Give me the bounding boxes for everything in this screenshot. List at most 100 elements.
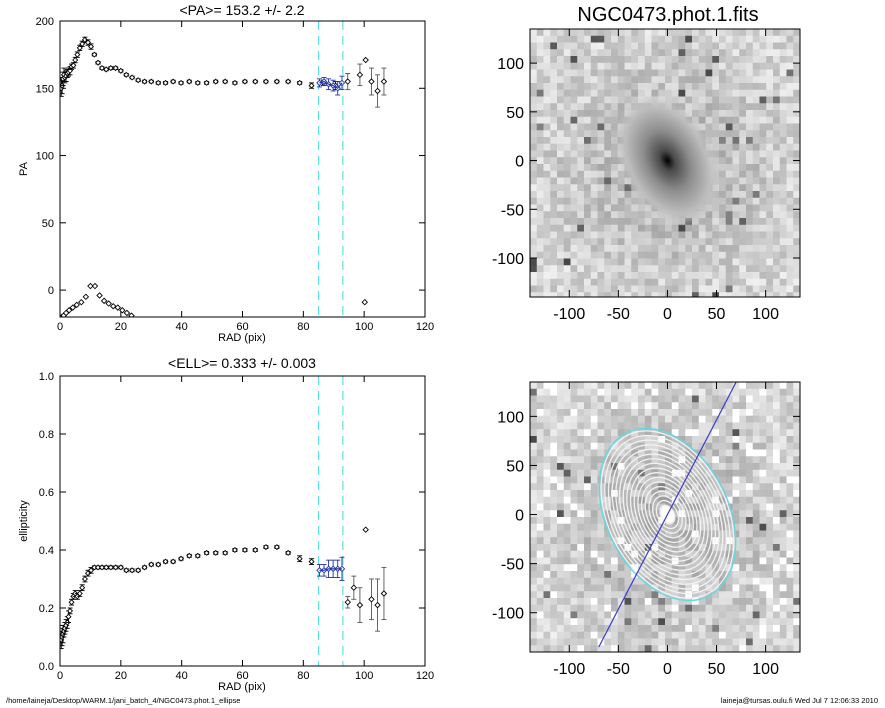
image-pixel — [530, 415, 538, 423]
image-pixel — [766, 157, 774, 165]
image-pixel — [611, 103, 619, 111]
image-pixel — [611, 116, 619, 124]
image-pixel — [793, 402, 800, 410]
image-pixel — [631, 598, 639, 606]
image-pixel — [624, 436, 632, 444]
image-pixel — [536, 382, 544, 390]
image-pixel — [624, 197, 632, 205]
image-pixel — [685, 285, 693, 293]
image-pixel — [563, 456, 571, 464]
data-point — [107, 564, 114, 571]
image-pixel — [678, 238, 686, 246]
image-pixel — [604, 89, 612, 97]
image-pixel — [563, 69, 571, 77]
image-pixel — [725, 137, 733, 145]
image-pixel — [651, 69, 659, 77]
image-pixel — [631, 83, 639, 91]
image-pixel — [543, 285, 551, 293]
image-pixel — [671, 76, 679, 84]
image-pixel — [590, 251, 598, 259]
image-pixel — [712, 625, 720, 633]
image-pixel — [732, 35, 740, 43]
image-pixel — [530, 35, 538, 43]
image-pixel — [786, 598, 794, 606]
image-pixel — [712, 517, 720, 525]
data-point — [96, 292, 103, 299]
image-pixel — [550, 530, 558, 538]
image-pixel — [617, 402, 625, 410]
image-pixel — [550, 143, 558, 151]
image-pixel — [638, 211, 646, 219]
image-pixel — [577, 251, 585, 259]
image-pixel — [611, 415, 619, 423]
image-pixel — [779, 150, 787, 158]
image-pixel — [530, 177, 538, 185]
image-pixel — [752, 544, 760, 552]
image-pixel — [692, 631, 700, 639]
image-pixel — [746, 550, 754, 558]
image-pixel — [597, 56, 605, 64]
image-pixel — [732, 150, 740, 158]
image-pixel — [624, 625, 632, 633]
image-pixel — [563, 523, 571, 531]
image-pixel — [624, 557, 632, 565]
image-pixel — [604, 631, 612, 639]
image-pixel — [705, 130, 713, 138]
image-pixel — [590, 577, 598, 585]
image-pixel — [597, 611, 605, 619]
image-pixel — [773, 645, 781, 652]
image-pixel — [746, 76, 754, 84]
image-pixel — [604, 564, 612, 572]
image-pixel — [658, 245, 666, 253]
image-pixel — [665, 388, 673, 396]
image-pixel — [786, 224, 794, 232]
image-pixel — [766, 56, 774, 64]
image-pixel — [550, 157, 558, 165]
image-pixel — [550, 496, 558, 504]
image-pixel — [584, 56, 592, 64]
image-pixel — [779, 611, 787, 619]
image-pixel — [746, 164, 754, 172]
image-pixel — [746, 150, 754, 158]
image-pixel — [570, 191, 578, 199]
image-pixel — [671, 89, 679, 97]
image-pixel — [543, 137, 551, 145]
image-pixel — [597, 409, 605, 417]
image-pixel — [557, 177, 565, 185]
image-pixel — [563, 110, 571, 118]
image-pixel — [698, 272, 706, 280]
image-pixel — [611, 550, 619, 558]
image-pixel — [725, 157, 733, 165]
image-pixel — [779, 130, 787, 138]
image-pixel — [719, 571, 727, 579]
image-pixel — [759, 89, 767, 97]
image-pixel — [550, 537, 558, 545]
image-pixel — [685, 564, 693, 572]
image-pixel — [773, 510, 781, 518]
image-pixel — [685, 402, 693, 410]
image-pixel — [678, 245, 686, 253]
image-pixel — [536, 130, 544, 138]
image-pixel — [719, 429, 727, 437]
image-pixel — [590, 96, 598, 104]
image-pixel — [786, 164, 794, 172]
image-pixel — [597, 415, 605, 423]
image-pixel — [685, 631, 693, 639]
image-pixel — [536, 42, 544, 50]
image-pixel — [719, 645, 727, 652]
image-pixel — [732, 618, 740, 626]
image-pixel — [536, 645, 544, 652]
image-pixel — [786, 429, 794, 437]
image-pixel — [671, 238, 679, 246]
image-pixel — [678, 564, 686, 572]
x-tick-label: 0 — [57, 670, 63, 682]
image-pixel — [719, 272, 727, 280]
image-pixel — [604, 251, 612, 259]
image-pixel — [631, 544, 639, 552]
image-pixel — [550, 625, 558, 633]
image-pixel — [739, 137, 747, 145]
image-pixel — [786, 409, 794, 417]
image-pixel — [779, 449, 787, 457]
image-pixel — [719, 157, 727, 165]
